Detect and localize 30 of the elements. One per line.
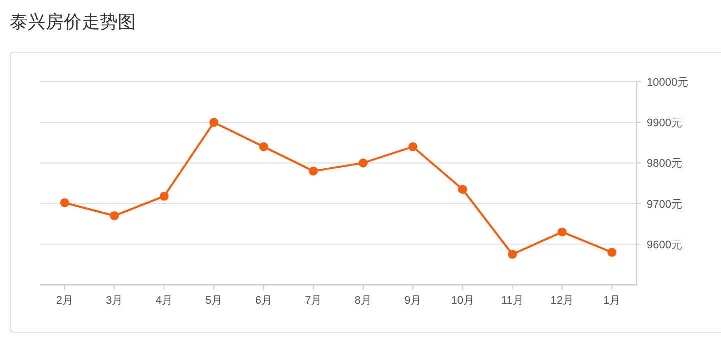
x-tick-label: 5月 <box>206 295 223 307</box>
point <box>309 166 318 176</box>
point <box>608 248 617 258</box>
x-tick-label: 4月 <box>156 295 173 307</box>
x-tick-label: 1月 <box>604 295 621 307</box>
x-tick-label: 2月 <box>56 295 74 307</box>
point <box>60 198 70 208</box>
point <box>110 211 120 220</box>
point <box>210 118 219 128</box>
x-tick-label: 6月 <box>255 295 272 307</box>
point <box>458 185 468 194</box>
x-tick-label: 12月 <box>550 295 574 307</box>
point <box>408 142 418 152</box>
y-tick-label: 9800元 <box>647 158 682 170</box>
point <box>508 250 518 260</box>
y-tick-label: 9600元 <box>647 239 682 252</box>
x-tick-label: 7月 <box>305 295 322 307</box>
x-tick-label: 9月 <box>404 295 422 307</box>
point <box>259 142 268 152</box>
x-tick-label: 10月 <box>451 295 474 307</box>
x-tick-label: 11月 <box>501 295 524 307</box>
x-tick-label: 3月 <box>106 295 124 307</box>
point <box>358 158 368 168</box>
point <box>558 228 567 237</box>
point <box>160 192 169 201</box>
y-tick-label: 9900元 <box>647 118 682 130</box>
title: 泰兴房价走势图 <box>10 12 136 32</box>
y-tick-label: 10000元 <box>647 77 689 89</box>
y-tick-label: 9700元 <box>647 198 682 211</box>
x-tick-label: 8月 <box>354 295 372 307</box>
